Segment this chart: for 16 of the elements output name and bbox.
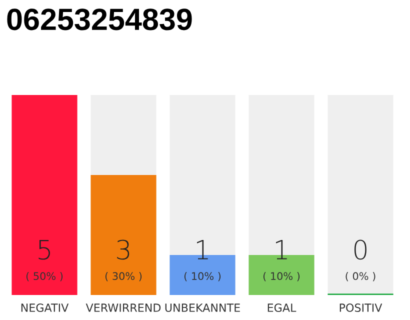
data-label: 5 (38, 240, 50, 260)
data-label: 1 (197, 240, 208, 260)
x-tick-label: EGAL (268, 304, 296, 312)
annotation: ( 50% ) (26, 272, 63, 282)
annotation: ( 0% ) (346, 272, 376, 282)
x-tick-label: POSITIV (340, 304, 382, 312)
x-tick-label: UNBEKANNTE (165, 304, 240, 312)
data-label: 3 (117, 240, 130, 260)
data-label: 1 (276, 240, 287, 260)
x-tick-label: VERWIRREND (86, 304, 161, 312)
annotation: ( 30% ) (105, 272, 142, 282)
chart-title: 06253254839 (7, 8, 192, 30)
annotation: ( 10% ) (184, 272, 221, 282)
annotation: ( 10% ) (263, 272, 300, 282)
x-tick-label: NEGATIV (21, 304, 69, 312)
data-label: 0 (354, 240, 366, 260)
